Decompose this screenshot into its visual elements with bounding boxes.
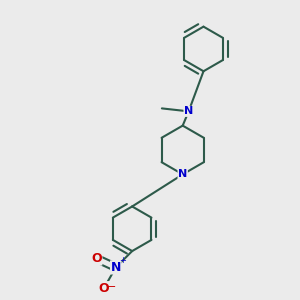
Text: O: O	[99, 282, 109, 295]
Text: O: O	[91, 252, 102, 265]
Text: N: N	[111, 261, 121, 274]
Text: N: N	[178, 169, 187, 179]
Text: N: N	[184, 106, 193, 116]
Text: −: −	[107, 282, 116, 292]
Text: +: +	[119, 256, 126, 266]
